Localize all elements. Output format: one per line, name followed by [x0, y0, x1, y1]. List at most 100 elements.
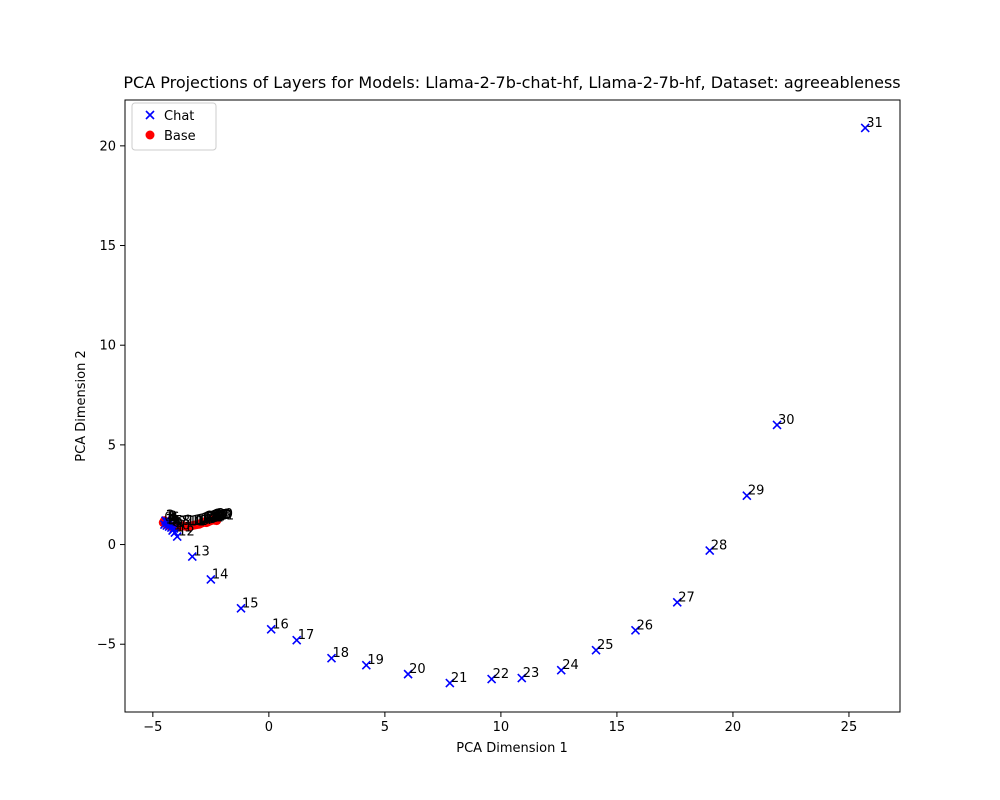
- point-label: 27: [678, 590, 695, 605]
- point-label: 1: [165, 513, 173, 528]
- point-label: 0: [164, 511, 172, 526]
- point-label: 20: [205, 510, 222, 525]
- point-label: 29: [748, 484, 765, 499]
- legend-entry-chat: Chat: [145, 109, 194, 124]
- point-label: 31: [866, 116, 883, 131]
- chat-point: [266, 624, 276, 634]
- legend: Chat Base: [131, 102, 217, 151]
- chat-point: [187, 551, 197, 562]
- series-chat-points: [159, 123, 870, 688]
- point-label: 30: [216, 507, 233, 522]
- point-label: 13: [193, 545, 210, 560]
- point-label: 11: [176, 521, 193, 536]
- x-tick-label: 5: [381, 720, 389, 735]
- y-tick-label: 20: [99, 139, 116, 154]
- legend-chat-label: Chat: [164, 109, 194, 124]
- legend-base-marker-icon: [145, 130, 155, 140]
- point-label: 23: [523, 666, 540, 681]
- point-label: 26: [212, 509, 229, 524]
- chat-point: [517, 673, 527, 683]
- chat-point: [556, 665, 566, 675]
- point-label: 9: [184, 514, 192, 529]
- point-label: 28: [711, 539, 728, 554]
- chat-point: [591, 645, 601, 655]
- point-label: 21: [206, 510, 223, 525]
- point-label: 25: [597, 638, 614, 653]
- point-label: 7: [179, 515, 187, 530]
- point-label: 15: [198, 513, 215, 528]
- point-label: 4: [172, 515, 180, 530]
- point-label: 2: [168, 513, 176, 528]
- chat-point: [487, 674, 497, 684]
- chat-point: [705, 545, 715, 556]
- point-label: 3: [169, 510, 177, 525]
- chat-point: [403, 669, 413, 679]
- chat-point: [326, 653, 337, 663]
- point-label: 18: [333, 646, 350, 661]
- point-label: 14: [212, 567, 229, 582]
- point-label: 6: [177, 515, 185, 530]
- x-tick-label: 25: [841, 720, 858, 735]
- x-tick-label: 20: [725, 720, 742, 735]
- x-tick-label: 0: [265, 720, 273, 735]
- point-label: 12: [178, 525, 195, 540]
- point-label: 25: [211, 509, 228, 524]
- point-label: 17: [298, 628, 315, 643]
- chat-point: [206, 574, 216, 584]
- point-label: 6: [171, 511, 179, 526]
- chat-point: [445, 678, 455, 688]
- point-label: 16: [272, 617, 289, 632]
- point-label: 2: [167, 509, 175, 524]
- point-label: 28: [214, 508, 231, 523]
- base-point: [212, 516, 222, 526]
- y-tick-label: 10: [99, 339, 116, 354]
- point-label: 29: [215, 508, 232, 523]
- point-label: 19: [367, 653, 384, 668]
- point-label: 21: [451, 671, 468, 686]
- chat-point: [172, 532, 182, 542]
- y-axis-label: PCA Dimension 2: [74, 350, 89, 461]
- point-label: 19: [204, 511, 221, 526]
- point-label: 22: [207, 511, 224, 526]
- point-label: 24: [562, 658, 579, 673]
- chat-point: [630, 625, 641, 635]
- y-axis-ticks: −5 0 5 10 15 20: [97, 139, 125, 653]
- point-label: 5: [175, 514, 183, 529]
- chat-point: [236, 603, 246, 613]
- point-label: 10: [174, 519, 191, 534]
- point-label: 9: [175, 517, 183, 532]
- chat-point: [772, 420, 782, 430]
- legend-chat-marker-icon: [145, 110, 155, 120]
- chat-point: [292, 635, 302, 645]
- x-tick-label: 10: [493, 720, 510, 735]
- y-tick-label: −5: [97, 638, 116, 653]
- point-label: 5: [168, 514, 176, 529]
- legend-base-label: Base: [164, 129, 196, 144]
- point-label: 18: [203, 511, 220, 526]
- point-label: 20: [409, 662, 426, 677]
- point-label: 11: [189, 515, 206, 530]
- chart-title: PCA Projections of Layers for Models: Ll…: [123, 73, 900, 92]
- point-label: 24: [210, 510, 227, 525]
- point-label: 22: [493, 667, 510, 682]
- x-tick-label: −5: [143, 720, 162, 735]
- point-label: 26: [636, 618, 653, 633]
- x-tick-label: 15: [609, 720, 626, 735]
- plot-area-frame: [124, 99, 901, 713]
- chat-point: [361, 660, 371, 670]
- point-label: 30: [778, 413, 795, 428]
- chat-point: [860, 123, 870, 133]
- point-label: 3: [170, 514, 178, 529]
- point-label: 13: [193, 514, 210, 529]
- y-tick-label: 0: [108, 538, 116, 553]
- point-label: 15: [242, 596, 259, 611]
- point-label: 8: [182, 514, 190, 529]
- point-label: 17: [201, 512, 218, 527]
- point-label: 23: [208, 510, 225, 525]
- point-label: 8: [172, 516, 180, 531]
- x-axis-label: PCA Dimension 1: [456, 741, 567, 756]
- y-tick-label: 15: [99, 239, 116, 254]
- chat-point: [742, 491, 752, 501]
